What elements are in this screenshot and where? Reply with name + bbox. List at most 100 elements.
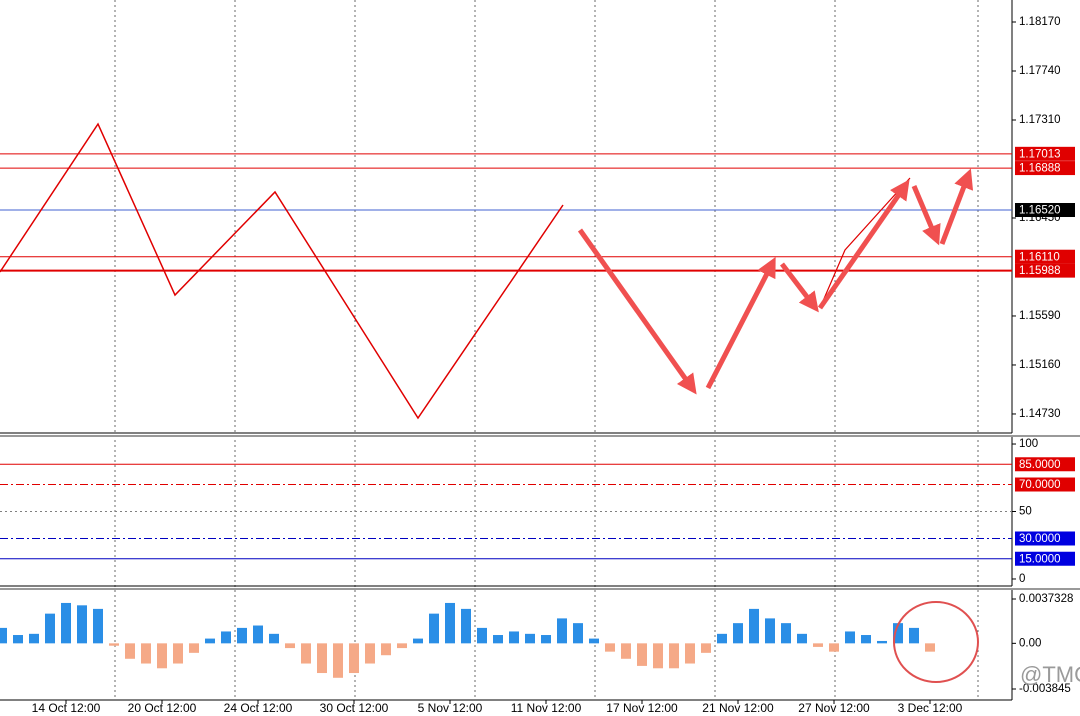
x-tick-label: 5 Nov 12:00	[418, 701, 483, 715]
histogram-bar	[733, 623, 743, 644]
histogram-bar	[557, 618, 567, 644]
histogram-bar	[717, 633, 727, 644]
histogram-bar	[0, 627, 7, 644]
histogram-bar	[493, 635, 503, 644]
histogram-bar	[925, 643, 935, 652]
x-tick-label: 21 Nov 12:00	[702, 701, 774, 715]
zigzag	[0, 122, 564, 420]
y-tick-label: 1.17740	[1019, 65, 1061, 77]
y-tick-label: 0	[1019, 573, 1025, 585]
histogram-bar	[109, 643, 119, 646]
arrow	[780, 262, 819, 313]
level-label-box	[1015, 477, 1075, 492]
histogram-bar	[797, 633, 807, 644]
level-label-box	[1015, 457, 1075, 472]
histogram-bar	[893, 623, 903, 644]
time-grid	[114, 0, 979, 700]
histogram-bar	[93, 608, 103, 644]
histogram-bar	[909, 627, 919, 644]
x-tick-label: 17 Nov 12:00	[606, 701, 678, 715]
level-label-box	[1015, 249, 1075, 264]
histogram-bar	[429, 613, 439, 644]
level-label-box	[1015, 263, 1075, 278]
histogram-bar	[477, 627, 487, 644]
histogram-bar	[749, 608, 759, 644]
histogram-bar	[541, 635, 551, 644]
watermark: @TMGM	[1020, 662, 1080, 687]
histogram-bar	[301, 643, 311, 664]
histogram-bar	[397, 643, 407, 649]
y-tick-label: 1.17310	[1019, 114, 1061, 126]
histogram-bar	[669, 643, 679, 669]
arrow	[911, 185, 941, 246]
annotations	[0, 122, 979, 683]
histogram-bar	[685, 643, 695, 664]
histogram-bar	[157, 643, 167, 669]
level-label-box	[1015, 531, 1075, 546]
histogram-bar	[445, 602, 455, 644]
histogram-bar	[189, 643, 199, 653]
histogram-bar	[877, 640, 887, 644]
histogram-bar	[173, 643, 183, 664]
arrow	[577, 228, 697, 395]
histogram-bar	[765, 618, 775, 644]
histogram-bar	[45, 613, 55, 644]
level-label: 1.16110	[1019, 251, 1060, 263]
histogram-bar	[349, 643, 359, 674]
y-tick-label: 50	[1019, 506, 1032, 518]
histogram-bar	[413, 638, 423, 644]
histogram-bar	[589, 638, 599, 644]
histogram-bar	[525, 633, 535, 644]
level-label: 85.0000	[1019, 459, 1061, 471]
histogram-bar	[781, 623, 791, 644]
x-tick-label: 20 Oct 12:00	[128, 701, 197, 715]
histogram-bar	[829, 643, 839, 652]
arrow	[817, 179, 910, 310]
histogram-bar	[269, 633, 279, 644]
histogram-bar	[285, 643, 295, 649]
level-label: 70.0000	[1019, 479, 1061, 491]
histogram-bar	[845, 631, 855, 644]
y-tick-label: 100	[1019, 438, 1038, 450]
histogram-bar	[381, 643, 391, 656]
histogram-bar	[77, 605, 87, 644]
histogram-bar	[701, 643, 711, 653]
histogram-bar	[605, 643, 615, 652]
arrow	[705, 256, 776, 390]
arrows	[577, 168, 974, 395]
x-tick-label: 24 Oct 12:00	[224, 701, 293, 715]
histogram-bar	[125, 643, 135, 659]
x-tick-label: 30 Oct 12:00	[320, 701, 389, 715]
histogram-bar	[637, 643, 647, 666]
zigzag	[819, 177, 911, 309]
level-label: 1.16520	[1019, 205, 1061, 217]
histogram-bar	[61, 602, 71, 644]
histogram-bar	[365, 643, 375, 664]
histogram-bar	[861, 635, 871, 644]
histogram-bar	[237, 627, 247, 644]
y-tick-label: 1.15160	[1019, 359, 1061, 371]
histogram-bar	[13, 635, 23, 644]
histogram-bar	[813, 643, 823, 647]
x-tick-label: 11 Nov 12:00	[511, 701, 582, 715]
histogram-bar	[221, 631, 231, 644]
arrow	[939, 168, 974, 245]
level-label: 30.0000	[1019, 533, 1061, 545]
level-label: 1.17013	[1019, 148, 1061, 160]
level-label: 15.0000	[1019, 553, 1061, 565]
level-label-box	[1015, 146, 1075, 161]
y-tick-label: 0.00	[1019, 637, 1041, 649]
x-tick-label: 27 Nov 12:00	[798, 701, 870, 715]
y-tick-label: 0.0037328	[1019, 593, 1073, 605]
y-tick-label: -0.003845	[1019, 683, 1071, 695]
level-label: 1.16888	[1019, 163, 1061, 175]
histogram-bar	[573, 623, 583, 644]
x-tick-label: 3 Dec 12:00	[898, 701, 963, 715]
histogram-bar	[621, 643, 631, 659]
highlight-circle	[893, 601, 979, 683]
x-tick-label: 14 Oct 12:00	[32, 701, 101, 715]
histogram-bar	[253, 625, 263, 644]
level-label-box	[1015, 203, 1075, 218]
